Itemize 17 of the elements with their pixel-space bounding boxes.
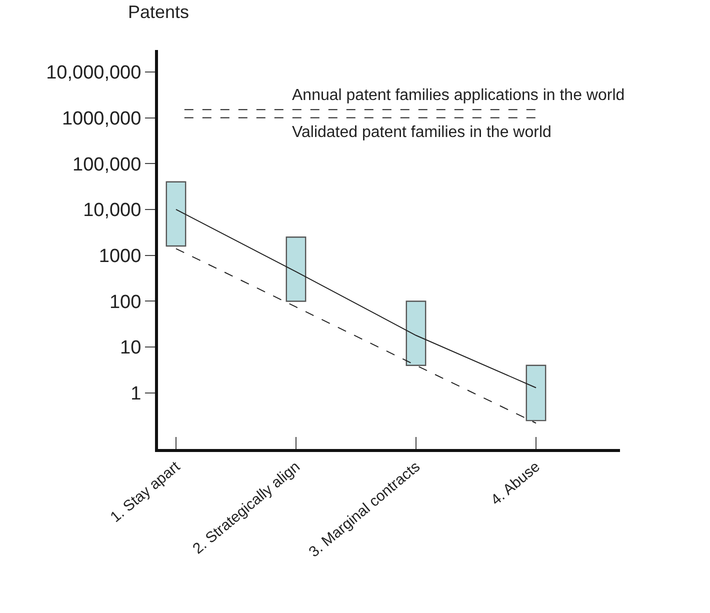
y-tick-label: 1000 [98, 246, 142, 267]
bar [406, 300, 426, 366]
y-tick-label: 100 [109, 292, 142, 313]
y-tick-label: 10,000,000 [46, 62, 142, 84]
line-series [176, 248, 536, 424]
ref-line-label: Annual patent families applications in the world [292, 87, 625, 104]
y-tick-label: 10,000 [83, 200, 142, 222]
bar [286, 236, 306, 302]
y-tick-label: 10 [120, 338, 142, 359]
y-tick-label: 1000,000 [62, 108, 142, 130]
ref-line-label: Validated patent families in the world [292, 124, 552, 141]
bar [526, 364, 546, 422]
y-axis-title: Patents [128, 2, 190, 22]
y-tick-label: 100,000 [72, 154, 142, 176]
y-tick-label: 1 [130, 384, 142, 405]
line-series [176, 208, 536, 388]
bar [166, 181, 186, 247]
